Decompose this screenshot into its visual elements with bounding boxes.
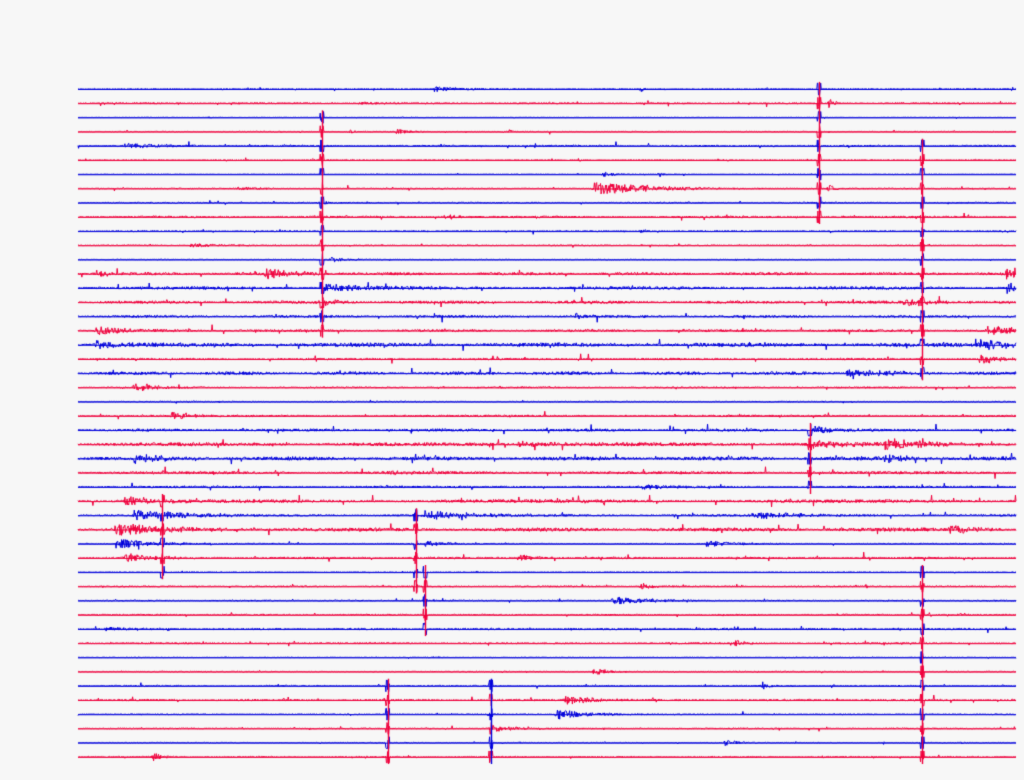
seismogram-plot	[0, 0, 1024, 780]
helicorder-page: CL MG00 2018-03-24 Applied filter: WWSSN…	[0, 0, 1024, 780]
